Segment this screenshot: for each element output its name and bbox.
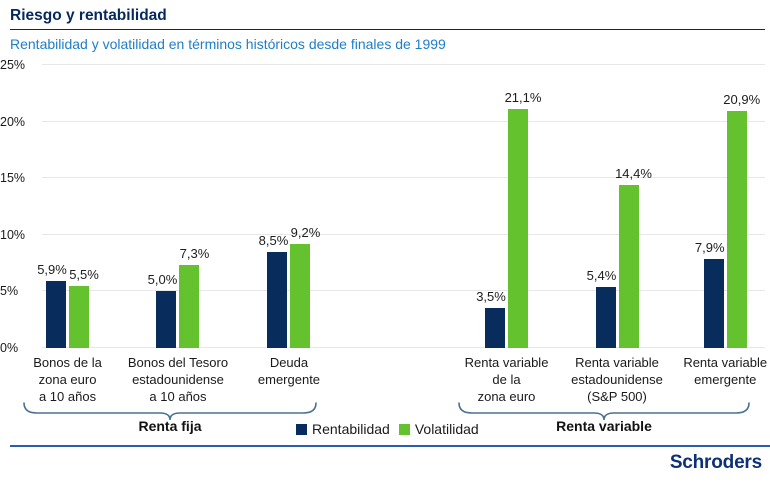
value-label-volatilidad-3: 21,1% [504,90,542,106]
bar-rentabilidad-1 [156,291,177,348]
gridline [42,290,765,292]
volatilidad-swatch-icon [398,423,410,435]
gridline [42,120,765,122]
group-title-renta-variable: Renta variable [556,418,652,434]
y-tick-label: 10% [0,227,26,242]
bar-rentabilidad-0 [46,281,67,348]
category-label-5: Renta variable emergente [683,355,768,387]
category-label-3: Renta variable de la zona euro [464,355,549,404]
bar-rentabilidad-4 [595,286,616,348]
gridline [42,347,765,348]
rentabilidad-swatch-icon [296,423,307,435]
group-title-renta-fija: Renta fija [138,418,202,434]
category-label-1: Bonos del Tesoro estadounidense a 10 año… [127,355,229,404]
gridline [42,64,765,65]
chart-subtitle: Rentabilidad y volatilidad en términos h… [10,36,446,52]
page-title: Riesgo y rentabilidad [10,7,167,24]
renta-fija-bracket [23,402,317,421]
legend-label-rentabilidad: Rentabilidad [312,421,390,437]
value-label-volatilidad-4: 14,4% [615,166,652,181]
value-label-volatilidad-5: 20,9% [723,92,761,108]
gridline [42,177,765,179]
category-label-0: Bonos de la zona euro a 10 años [33,355,102,404]
category-label-2: Deuda emergente [257,355,321,387]
legend-label-volatilidad: Volatilidad [414,421,479,437]
legend: Rentabilidad Volatilidad [296,421,488,437]
bar-volatilidad-1 [179,265,200,348]
value-label-rentabilidad-5: 7,9% [694,239,725,255]
value-label-rentabilidad-3: 3,5% [476,289,506,305]
value-label-rentabilidad-2: 8,5% [258,232,289,248]
gridline [42,233,765,235]
bar-volatilidad-4 [618,185,639,348]
category-labels: Bonos de la zona euro a 10 años Bonos del… [33,355,767,411]
value-label-volatilidad-0: 5,5% [69,266,99,282]
legend-item-rentabilidad: Rentabilidad [296,421,390,437]
schroders-logo: Schroders [669,452,762,473]
plot-area: 5,9% 5,5% 5,0% 7,3% 8,5% 9,2% 3,5% 21,1% 5,4% 14,… [37,64,765,348]
footer-divider [10,445,770,447]
title-divider [10,29,765,30]
bar-volatilidad-0 [69,285,90,348]
bar-volatilidad-3 [508,109,529,348]
bar-volatilidad-5 [726,111,747,348]
bar-volatilidad-2 [290,243,311,348]
value-label-rentabilidad-0: 5,9% [37,262,67,278]
value-label-volatilidad-1: 7,3% [179,246,210,262]
value-label-rentabilidad-1: 5,0% [147,272,178,288]
value-label-rentabilidad-4: 5,4% [586,267,617,283]
y-tick-label: 0% [0,341,19,355]
renta-variable-bracket [458,402,750,421]
value-label-volatilidad-2: 9,2% [290,224,321,240]
bar-rentabilidad-3 [485,308,506,348]
legend-item-volatilidad: Volatilidad [398,421,479,437]
bar-rentabilidad-5 [703,258,724,348]
bar-rentabilidad-2 [267,251,288,348]
category-label-4: Renta variable estadounidense (S&P 500) [571,355,663,404]
y-tick-label: 20% [0,114,26,129]
y-tick-label: 15% [0,171,26,186]
y-tick-label: 25% [0,58,26,72]
y-tick-label: 5% [0,284,19,299]
